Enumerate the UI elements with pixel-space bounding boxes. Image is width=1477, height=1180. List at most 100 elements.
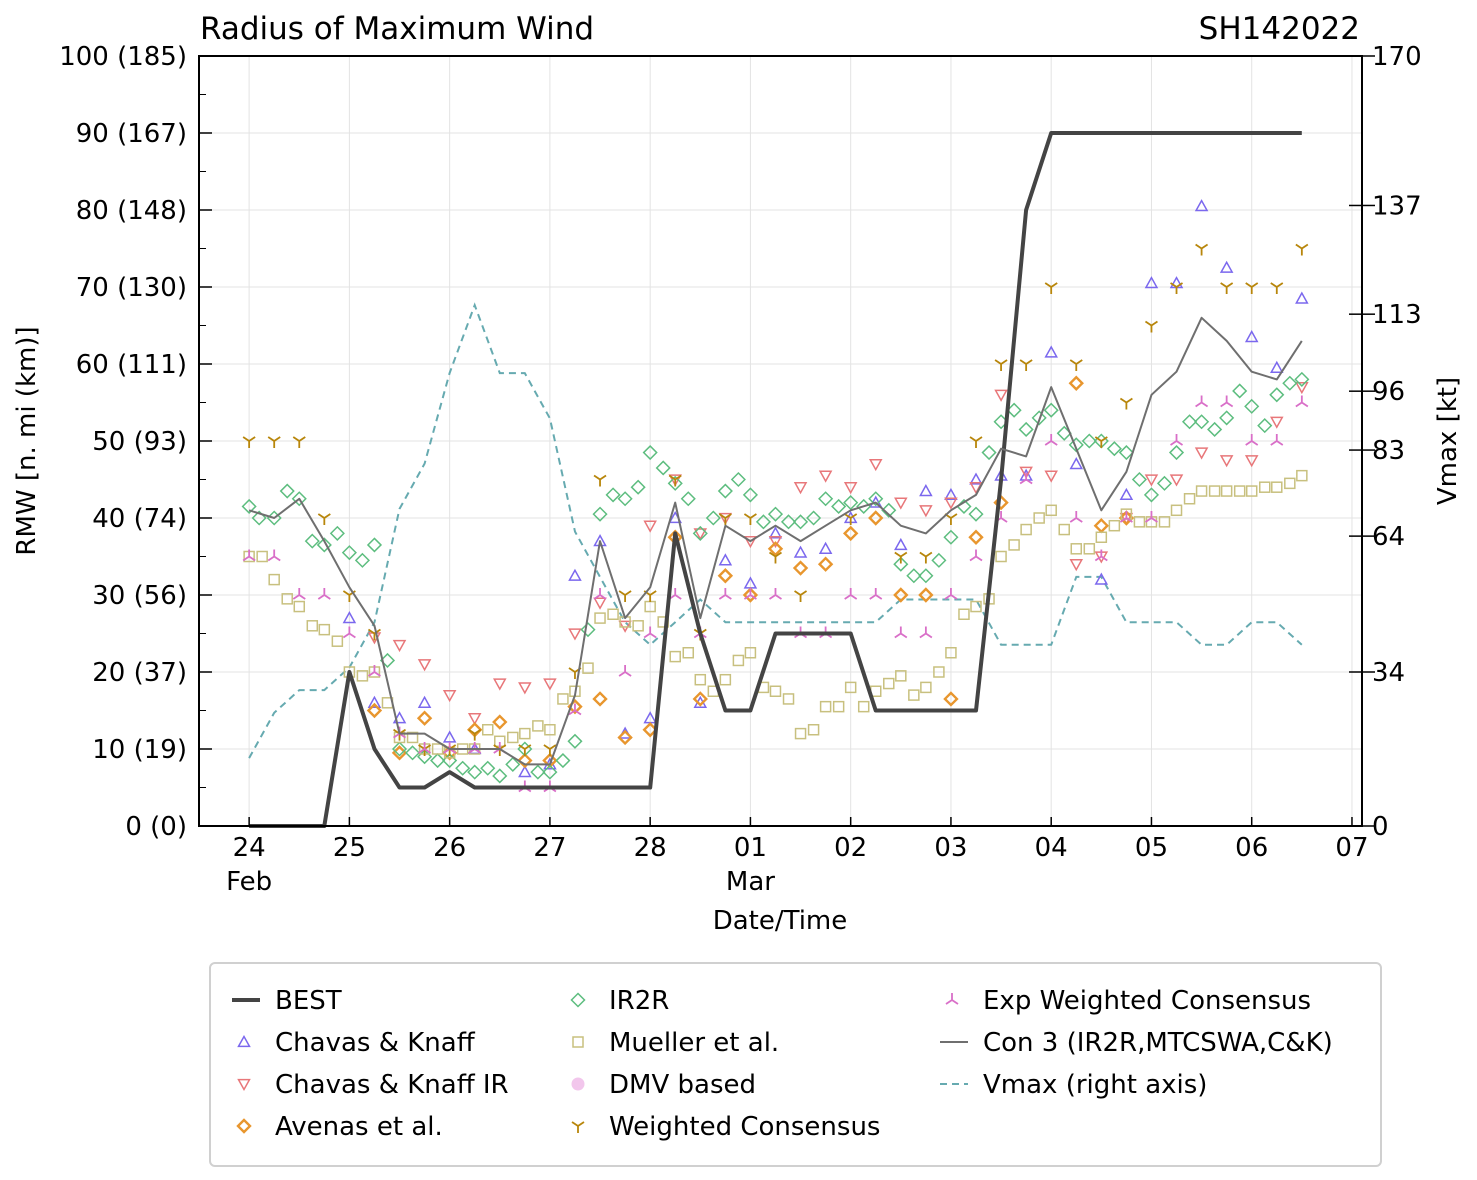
data-point-exp-weighted-consensus <box>1170 434 1184 446</box>
data-point-chavas-knaff-ir <box>894 497 908 510</box>
data-point-avenas-et-al <box>792 560 809 576</box>
data-point-ir2r <box>868 491 884 507</box>
data-point-avenas-et-al <box>868 510 884 526</box>
data-point-ir2r <box>480 760 496 776</box>
data-point-chavas-knaff-ir <box>467 713 482 726</box>
legend-item-weighted-consensus: Weighted Consensus <box>571 1112 880 1142</box>
data-point-chavas-knaff <box>1094 572 1109 585</box>
data-point-chavas-knaff <box>969 472 983 485</box>
data-point-ir2r <box>1156 475 1173 491</box>
data-point-chavas-knaff-ir <box>518 682 532 695</box>
data-point-mueller-et-al <box>1284 477 1296 490</box>
data-point-ir2r <box>943 529 959 545</box>
data-point-ir2r <box>755 514 772 530</box>
data-point-weighted-consensus <box>1044 282 1058 294</box>
data-point-ir2r <box>354 552 370 568</box>
data-point-mueller-et-al <box>1108 519 1121 532</box>
y-tick-label: 30 (56) <box>92 581 187 611</box>
data-point-mueller-et-al <box>844 681 857 694</box>
data-point-mueller-et-al <box>669 650 681 663</box>
data-point-ir2r <box>1194 414 1210 430</box>
data-point-ir2r <box>767 506 784 522</box>
data-point-chavas-knaff <box>1295 291 1309 304</box>
data-point-weighted-consensus <box>543 744 557 756</box>
data-point-chavas-knaff-ir <box>1270 416 1284 429</box>
storm-id: SH142022 <box>1199 11 1360 47</box>
x-tick-label: 04 <box>1035 833 1068 863</box>
data-point-weighted-consensus <box>1195 243 1209 256</box>
data-point-ir2r <box>316 537 332 553</box>
data-point-chavas-knaff-ir <box>568 628 582 641</box>
data-point-weighted-consensus <box>668 474 682 487</box>
data-point-mueller-et-al <box>1158 516 1171 528</box>
data-point-mueller-et-al <box>431 743 444 755</box>
legend-label: BEST <box>275 986 342 1016</box>
data-point-chavas-knaff <box>518 765 532 778</box>
data-point-mueller-et-al <box>607 608 619 620</box>
data-point-weighted-consensus <box>919 551 933 564</box>
data-point-mueller-et-al <box>1271 481 1283 493</box>
data-point-weighted-consensus <box>1069 359 1083 371</box>
data-point-ir2r <box>742 487 758 503</box>
data-point-ir2r <box>1269 387 1285 403</box>
data-point-ir2r <box>667 475 683 491</box>
data-point-chavas-knaff-ir <box>693 528 708 541</box>
data-point-weighted-consensus <box>794 590 808 602</box>
data-point-chavas-knaff-ir <box>743 535 758 549</box>
data-point-chavas-knaff <box>919 484 933 497</box>
series-layer <box>241 131 1310 828</box>
legend-label: Avenas et al. <box>275 1112 443 1142</box>
data-point-mueller-et-al <box>945 647 957 659</box>
data-point-ir2r <box>680 491 696 507</box>
grid-lines <box>199 55 1362 827</box>
data-point-ir2r <box>1168 444 1185 461</box>
data-point-mueller-et-al <box>1095 531 1108 543</box>
legend-item-best: BEST <box>232 986 342 1016</box>
y2-tick-label: 96 <box>1372 377 1405 407</box>
data-point-exp-weighted-consensus <box>1295 395 1309 408</box>
data-point-chavas-knaff-ir <box>442 689 457 703</box>
data-point-exp-weighted-consensus <box>844 588 858 600</box>
data-point-mueller-et-al <box>694 673 707 686</box>
data-point-chavas-knaff-ir <box>1295 381 1309 395</box>
data-point-chavas-knaff <box>417 695 432 708</box>
data-point-mueller-et-al <box>970 600 982 613</box>
data-point-avenas-et-al <box>592 691 608 707</box>
data-point-avenas-et-al <box>893 587 909 603</box>
data-point-chavas-knaff-ir <box>1044 470 1058 483</box>
data-point-avenas-et-al <box>968 529 984 545</box>
data-point-chavas-knaff-ir <box>1244 455 1259 468</box>
data-point-mueller-et-al <box>1058 523 1070 536</box>
data-point-mueller-et-al <box>331 635 344 647</box>
data-point-ir2r <box>1282 375 1298 391</box>
data-point-chavas-knaff-ir <box>493 678 507 691</box>
data-point-mueller-et-al <box>1245 485 1258 497</box>
y-tick-label: 50 (93) <box>92 427 187 457</box>
data-point-exp-weighted-consensus <box>1144 511 1158 523</box>
data-point-mueller-et-al <box>1083 543 1096 555</box>
data-point-mueller-et-al <box>582 662 594 674</box>
data-point-ir2r <box>717 483 733 499</box>
x-tick-label: 03 <box>934 833 967 863</box>
data-point-ir2r <box>806 510 822 526</box>
data-point-chavas-knaff <box>894 537 908 551</box>
data-point-exp-weighted-consensus <box>894 626 908 639</box>
data-point-chavas-knaff-ir <box>1019 466 1033 479</box>
data-point-mueller-et-al <box>719 673 732 686</box>
legend-swatch <box>571 1077 585 1091</box>
data-point-mueller-et-al <box>1033 512 1045 524</box>
y-tick-label: 60 (111) <box>76 350 187 380</box>
data-point-mueller-et-al <box>883 677 895 690</box>
data-point-ir2r <box>379 652 396 669</box>
data-point-exp-weighted-consensus <box>1019 472 1033 485</box>
x-tick-label: 01 <box>734 833 767 863</box>
data-point-ir2r <box>843 495 859 511</box>
data-point-exp-weighted-consensus <box>869 588 883 600</box>
data-point-avenas-et-al <box>366 702 383 719</box>
x-tick-label: 07 <box>1335 833 1368 863</box>
data-point-mueller-et-al <box>908 689 920 701</box>
data-point-ir2r <box>642 444 658 461</box>
x-tick-label: 25 <box>333 833 366 863</box>
data-point-exp-weighted-consensus <box>418 742 432 754</box>
data-point-exp-weighted-consensus <box>1094 549 1108 562</box>
